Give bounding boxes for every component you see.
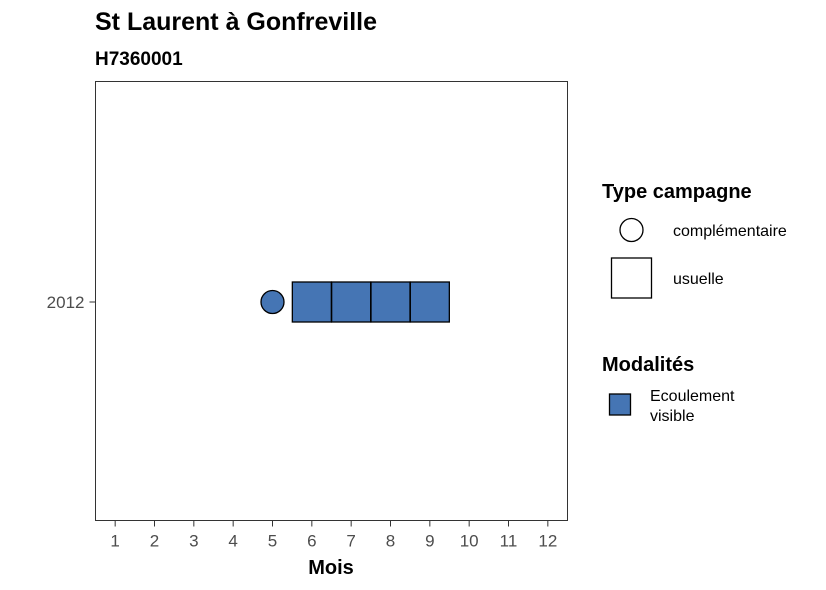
x-tick-label: 4 [228,532,237,551]
x-axis-title: Mois [308,557,354,579]
x-tick-label: 9 [425,532,434,551]
x-tick-label: 5 [268,532,277,551]
data-point-square [331,281,372,323]
chart-subtitle: H7360001 [95,49,183,70]
data-point-square [409,281,450,323]
x-tick-label: 2 [150,532,159,551]
x-tick-label: 8 [386,532,395,551]
x-tick-label: 11 [500,532,518,551]
legend-key-circle [619,217,644,243]
x-tick-label: 7 [346,532,355,551]
legend-label-campagne: complémentaire [673,223,787,240]
x-tick-label: 1 [110,532,119,551]
chart-title: St Laurent à Gonfreville [95,8,377,36]
legend-key-fill [608,393,632,416]
legend-label-campagne: usuelle [673,271,724,288]
y-tick-label: 2012 [47,293,85,312]
legend-title-modalites: Modalités [602,354,694,376]
legend: Type campagne complémentaire usuelle Modali… [602,181,787,425]
x-axis: 1 2 3 4 5 6 7 8 9 10 11 12 [110,520,557,551]
x-tick-label: 10 [460,532,479,551]
data-point-square [370,281,411,323]
x-tick-label: 3 [189,532,198,551]
legend-title-campagne: Type campagne [602,181,752,203]
data-point-circle [260,289,285,315]
data-marks [260,281,450,323]
legend-label-modalite: Ecoulement visible [650,388,735,425]
y-axis: 2012 [47,293,96,312]
legend-key-square [610,257,653,299]
x-tick-label: 12 [538,532,557,551]
x-tick-label: 6 [307,532,316,551]
data-point-square [291,281,332,323]
